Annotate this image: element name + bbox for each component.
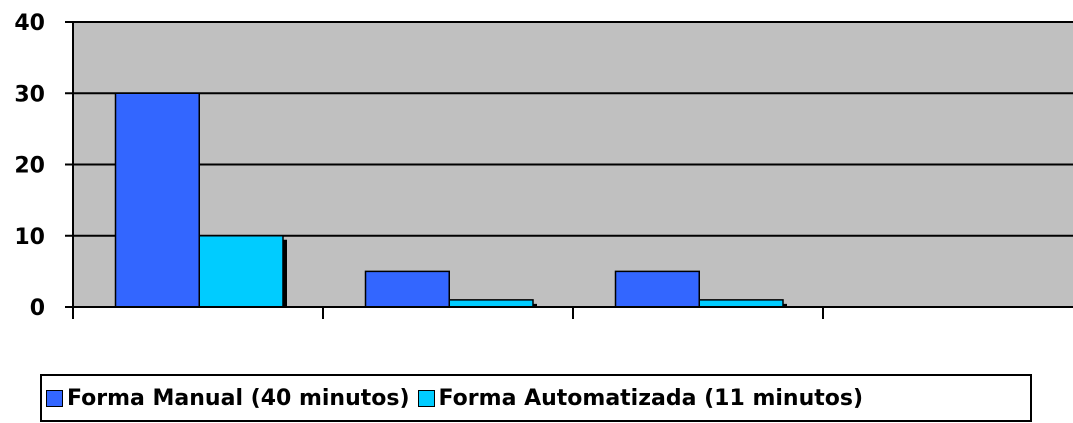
bar-manual (364, 270, 450, 308)
legend: Forma Manual (40 minutos) Forma Automati… (40, 374, 1032, 422)
y-tick-label: 40 (14, 11, 45, 36)
legend-swatch-automatizada (417, 389, 435, 407)
legend-item-manual: Forma Manual (40 minutos) (46, 386, 410, 411)
y-tick-label: 0 (30, 296, 45, 321)
legend-label-manual: Forma Manual (40 minutos) (67, 385, 410, 411)
y-tick-label: 10 (14, 225, 45, 250)
y-tick-label: 30 (14, 82, 45, 107)
y-tick-label: 20 (14, 154, 45, 179)
bar-automatizada (698, 299, 784, 308)
bar-automatizada (448, 299, 534, 308)
axes (65, 21, 1073, 319)
legend-label-automatizada: Forma Automatizada (11 minutos) (438, 385, 864, 411)
y-tick-labels: 0 10 20 30 40 (14, 11, 45, 321)
legend-swatch-manual (46, 389, 63, 407)
legend-item-automatizada: Forma Automatizada (11 minutos) (417, 385, 864, 411)
bar-automatizada (198, 235, 284, 308)
bar-manual (114, 92, 200, 308)
bar-shadow (283, 239, 287, 307)
bar-shadow (533, 303, 537, 307)
bar-manual (614, 270, 700, 308)
bar-shadow (783, 303, 787, 307)
bar-chart: 0 10 20 30 40 (14, 11, 1073, 321)
